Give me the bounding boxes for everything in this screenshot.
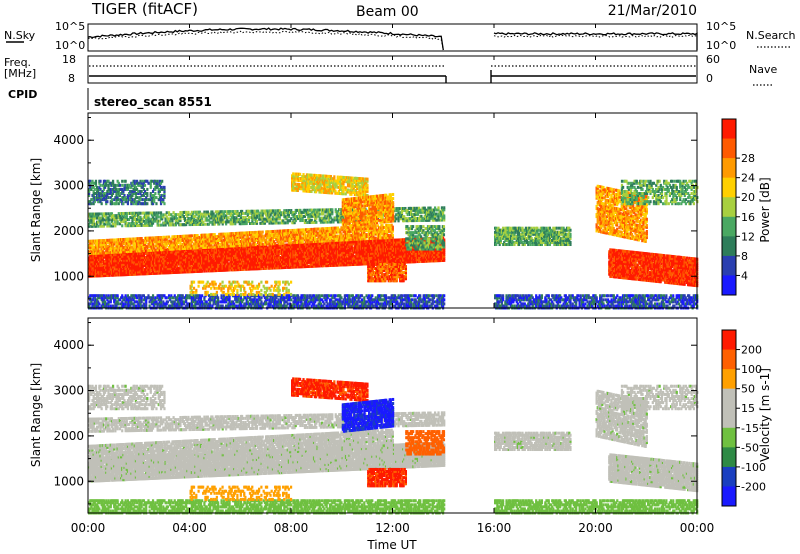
noise-panel: N.Sky 10^5 10^0 10^5 10^0 N.Search [4,20,796,52]
freq-panel: Freq. [MHz] 18 8 60 0 Nave [4,53,777,85]
cpid-program: stereo_scan 8551 [94,95,212,110]
noise-right-tick-bottom: 10^0 [706,39,736,52]
cpid-label: CPID [8,88,37,101]
range-time-figure: TIGER (fitACF) Beam 00 21/Mar/2010 N.Sky… [0,0,800,554]
noise-left-tick-top: 10^5 [55,20,85,33]
noise-left-label: N.Sky [4,29,36,42]
noise-right-label: N.Search [746,29,796,42]
sky-noise-line [88,28,697,50]
freq-unit-label: [MHz] [4,67,36,80]
power-scatter [88,172,698,309]
nave-tick-bottom: 0 [706,72,713,85]
date-title: 21/Mar/2010 [608,3,697,19]
freq-tick-top: 18 [62,53,76,66]
radar-title: TIGER (fitACF) [91,0,198,18]
freq-tick-bottom: 8 [68,72,75,85]
noise-right-tick-top: 10^5 [706,20,736,33]
cpid-panel: CPID stereo_scan 8551 [8,88,212,110]
nave-tick-top: 60 [706,53,720,66]
noise-left-tick-bottom: 10^0 [55,39,85,52]
beam-title: Beam 00 [356,4,419,20]
nave-label: Nave [749,63,777,76]
